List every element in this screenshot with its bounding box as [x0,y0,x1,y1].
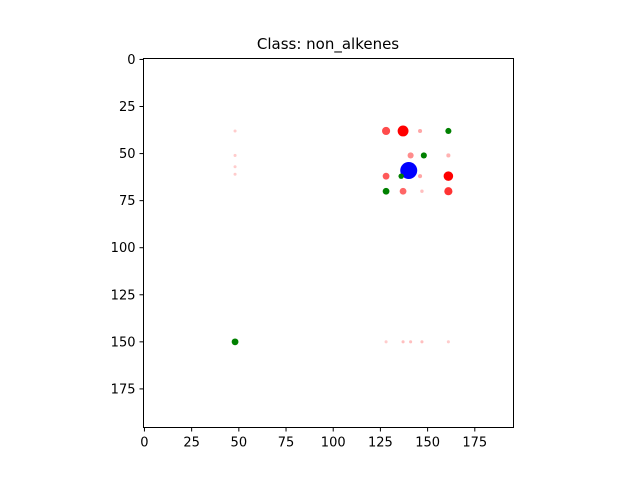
data-point-0-12 [233,153,237,157]
plot-frame [143,58,514,428]
data-point-0-8 [446,153,451,158]
data-point-0-16 [401,340,405,344]
x-tick-label-5: 125 [368,436,393,451]
y-tick-label-1: 25 [119,100,136,115]
x-tick-label-7: 175 [462,436,487,451]
plot-area [143,58,514,428]
x-tick-label-1: 25 [183,436,200,451]
data-point-2-4 [398,173,404,179]
data-point-0-17 [409,340,413,344]
data-point-2-3 [420,152,427,159]
y-tick-label-6: 150 [111,335,136,350]
data-point-0-11 [233,129,237,133]
data-point-0-0 [397,125,409,137]
data-point-0-13 [233,165,237,169]
data-point-0-5 [399,187,407,195]
data-point-1-0 [400,162,418,180]
y-tick-label-3: 75 [119,194,136,209]
data-points [231,125,454,346]
y-axis: 0 25 50 75 100 125 150 175 [111,53,144,397]
data-point-0-7 [418,128,423,134]
x-tick-label-6: 150 [415,436,440,451]
data-point-2-0 [231,338,239,346]
x-tick-label-2: 50 [231,436,248,451]
axes: 0 25 50 75 100 125 150 175 0 25 50 75 100 125 150 175 [111,53,514,451]
data-point-0-6 [407,152,414,159]
x-tick-label-0: 0 [140,436,148,451]
data-point-0-14 [233,172,237,176]
data-point-0-4 [382,172,390,180]
data-point-0-19 [446,340,450,344]
data-point-0-2 [443,171,454,181]
data-point-0-18 [420,340,424,344]
data-point-0-1 [381,126,391,136]
data-point-0-9 [418,174,423,179]
x-tick-label-3: 75 [278,436,295,451]
data-point-0-3 [444,187,453,196]
data-point-0-15 [384,340,388,344]
y-tick-label-4: 100 [111,241,136,256]
y-tick-label-0: 0 [127,53,135,68]
x-tick-label-4: 100 [321,436,346,451]
data-point-2-2 [445,127,452,135]
y-tick-label-2: 50 [119,147,136,162]
data-point-2-1 [382,187,390,195]
y-tick-label-5: 125 [111,288,136,303]
x-axis: 0 25 50 75 100 125 150 175 [140,427,487,451]
data-point-0-10 [420,189,424,193]
y-tick-label-7: 175 [111,382,136,397]
chart-title: Class: non_alkenes [257,35,399,54]
